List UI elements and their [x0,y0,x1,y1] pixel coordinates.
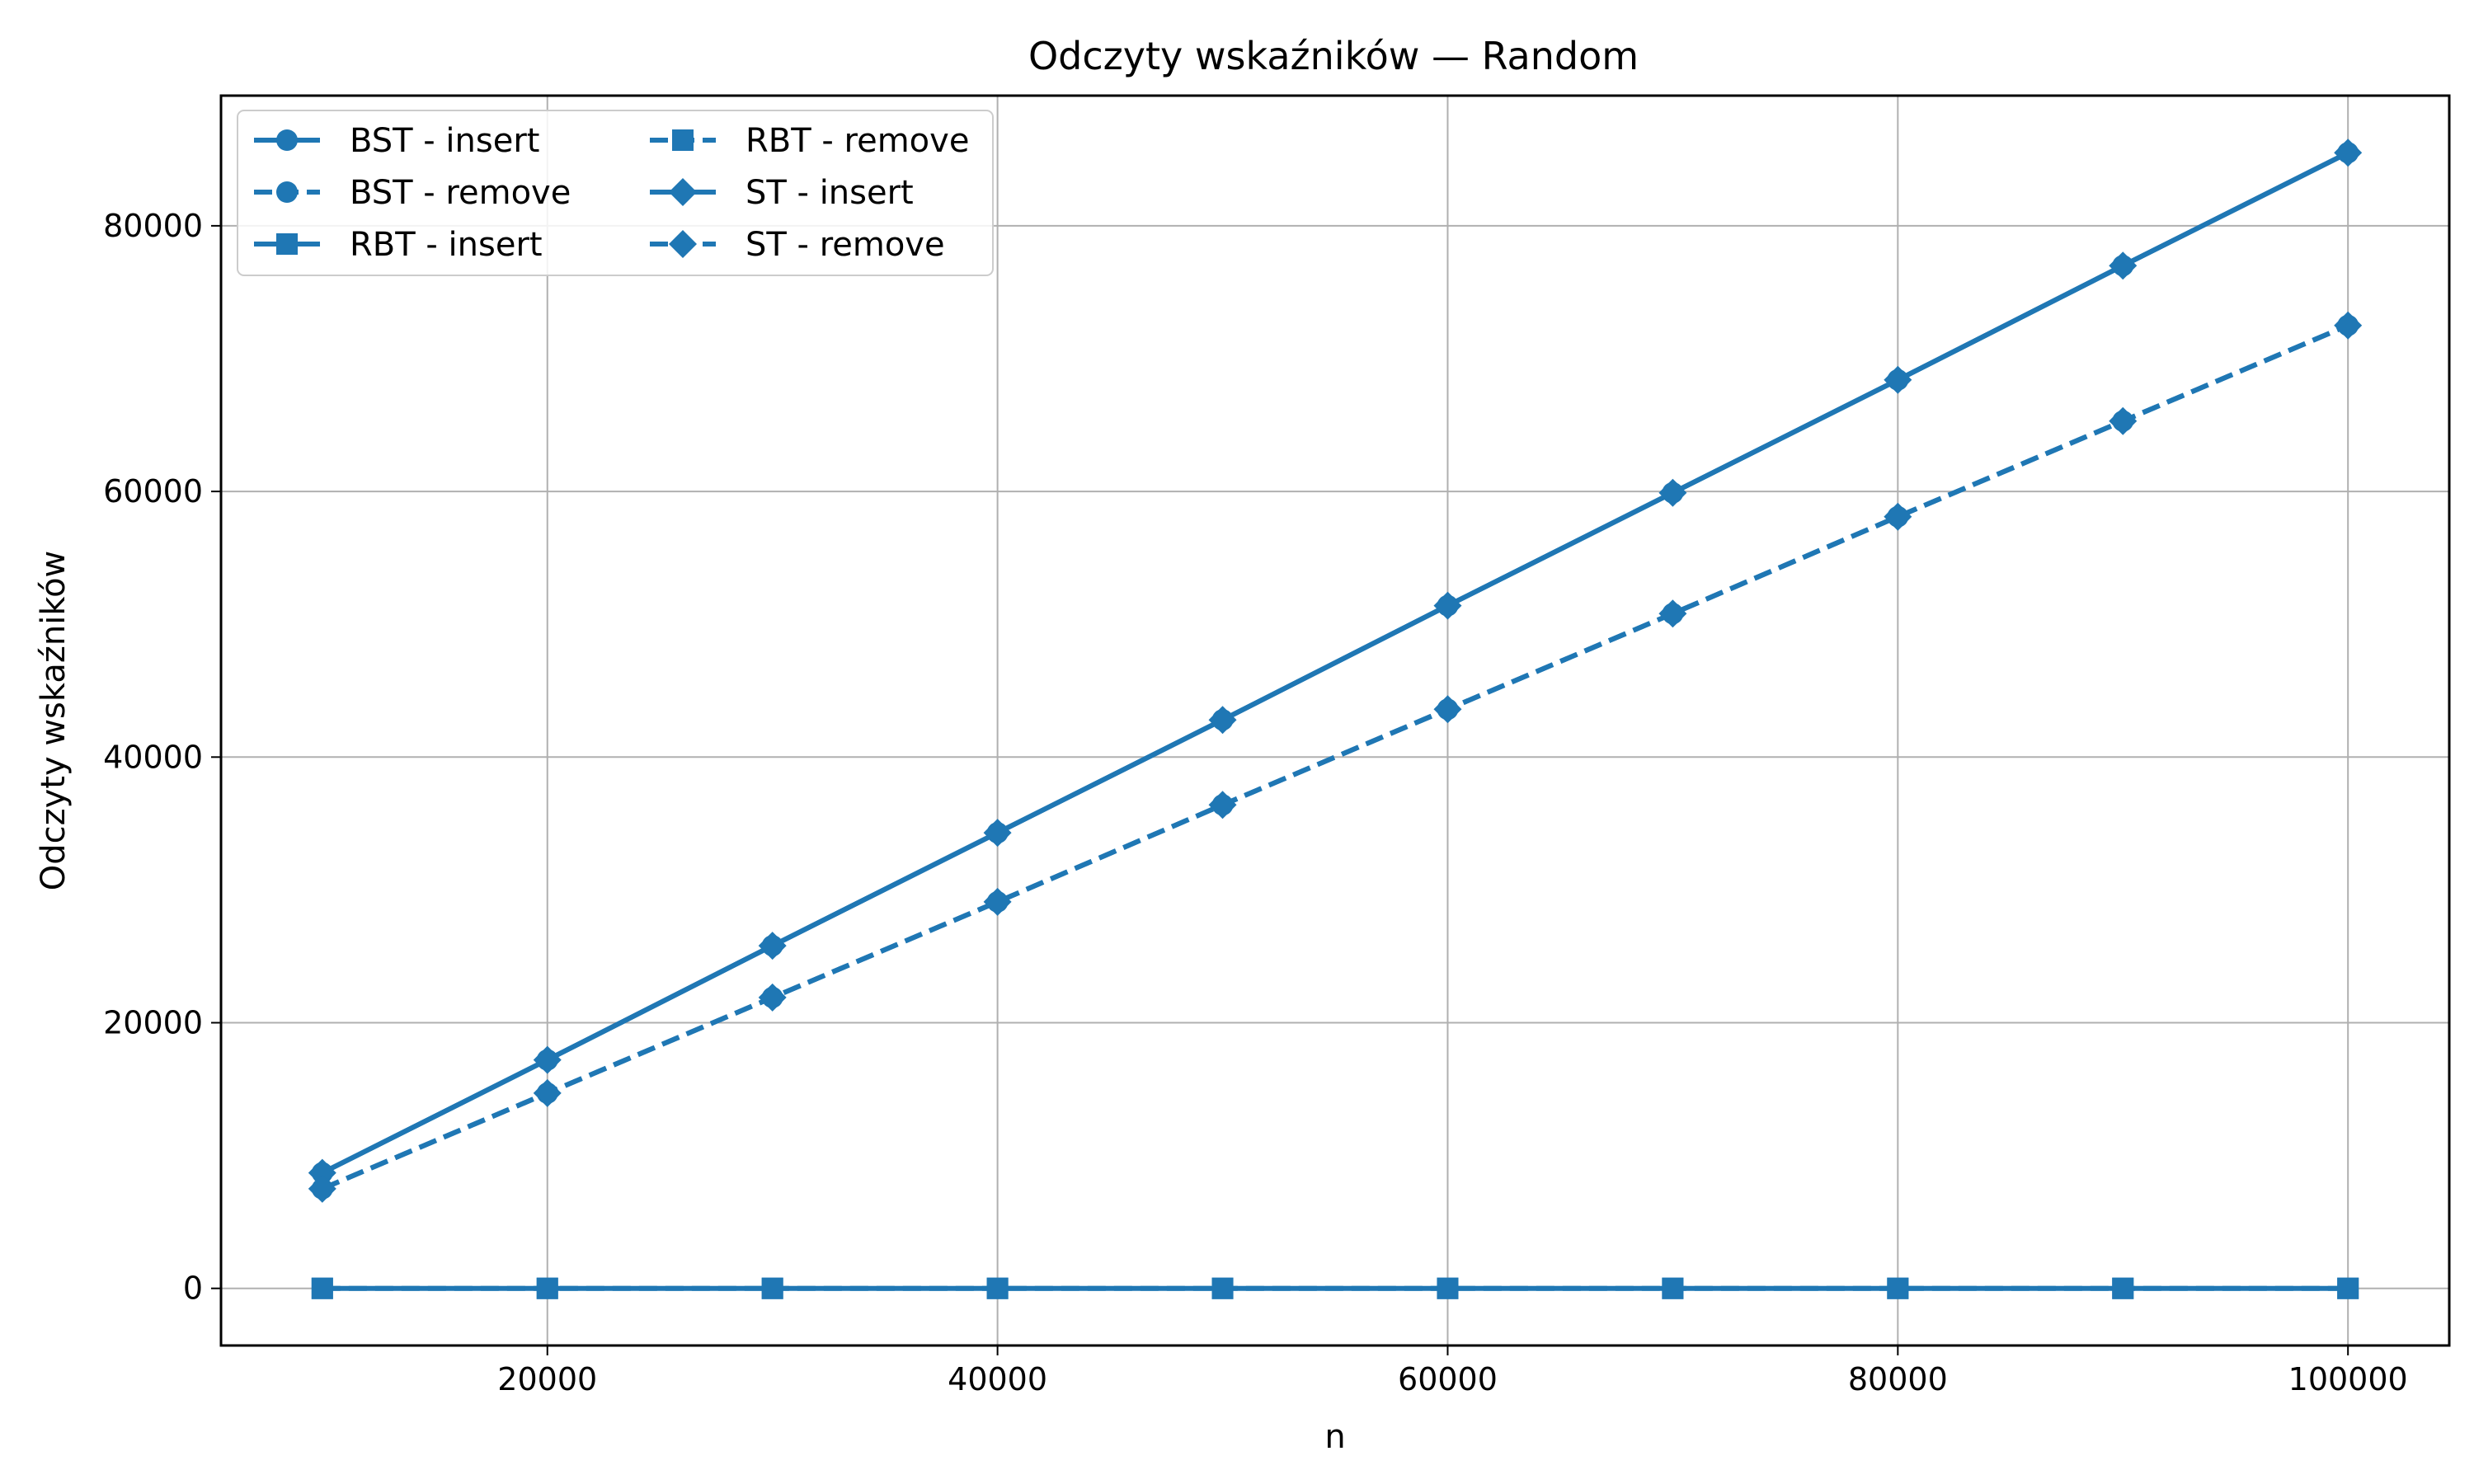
data-point [533,1078,562,1107]
y-axis-label: Odczyty wskaźników [35,551,73,891]
legend-marker [276,181,298,203]
data-point [986,1277,1009,1299]
legend-label: BST - remove [350,174,571,212]
data-point [2109,251,2138,280]
data-point [758,983,787,1012]
series-line [321,150,2349,1176]
data-point [2109,406,2138,435]
data-point [983,819,1012,848]
data-point [1887,1277,1909,1299]
x-axis-label: n [1324,1418,1345,1456]
series-rbt-remove [311,1277,2359,1299]
x-tick-label: 80000 [1848,1361,1948,1397]
data-point [1662,1277,1684,1299]
ticks: 20000 40000 60000 80000 100000 0 20000 40000 600… [103,208,2408,1397]
series-line [321,322,2349,1191]
legend-marker [672,129,694,151]
data-point [758,932,787,960]
y-tick-label: 40000 [103,739,203,775]
data-point [536,1277,558,1299]
series-layer [308,139,2363,1299]
y-tick-label: 20000 [103,1005,203,1041]
legend-marker [276,233,298,255]
data-point [308,1174,336,1203]
data-point [2334,139,2363,167]
legend-marker [669,178,697,206]
data-point [2112,1277,2134,1299]
legend-label: RBT - remove [745,122,969,160]
data-point [1658,478,1687,507]
series-st-remove [308,311,2363,1203]
data-point [1211,1277,1234,1299]
legend-item: BST - insert [254,122,539,160]
legend-marker [276,129,298,151]
data-point [1433,695,1462,724]
data-point [1658,599,1687,628]
data-point [311,1277,333,1299]
legend: BST - insert BST - remove RBT - insert RBT … [237,110,994,276]
legend-item: BST - remove [254,174,571,212]
plot-frame [219,94,2451,1347]
data-point [533,1045,562,1074]
legend-label: RBT - insert [350,226,543,264]
y-tick-label: 0 [183,1270,203,1307]
data-point [1433,591,1462,620]
data-point [761,1277,783,1299]
data-point [1884,365,1912,394]
x-tick-label: 100000 [2288,1361,2408,1397]
data-point [2334,311,2363,340]
y-tick-label: 60000 [103,473,203,510]
series-st-insert [308,139,2363,1187]
x-tick-label: 40000 [948,1361,1047,1397]
x-tick-label: 60000 [1398,1361,1498,1397]
data-point [1208,706,1237,735]
legend-label: BST - insert [350,122,539,160]
legend-label: ST - insert [745,174,914,212]
legend-item: ST - insert [650,174,914,212]
data-point [1884,502,1912,531]
data-point [1208,791,1237,819]
legend-label: ST - remove [745,226,945,264]
legend-marker [669,230,697,258]
legend-box [237,110,994,276]
data-point [2337,1277,2359,1299]
data-point [308,1158,336,1187]
data-point [1437,1277,1459,1299]
legend-item: RBT - insert [254,226,543,264]
x-tick-label: 20000 [497,1361,597,1397]
data-point [983,887,1012,916]
legend-item: RBT - remove [650,122,969,160]
y-tick-label: 80000 [103,208,203,244]
legend-item: ST - remove [650,226,945,264]
chart-title: Odczyty wskaźników — Random [1028,34,1639,78]
